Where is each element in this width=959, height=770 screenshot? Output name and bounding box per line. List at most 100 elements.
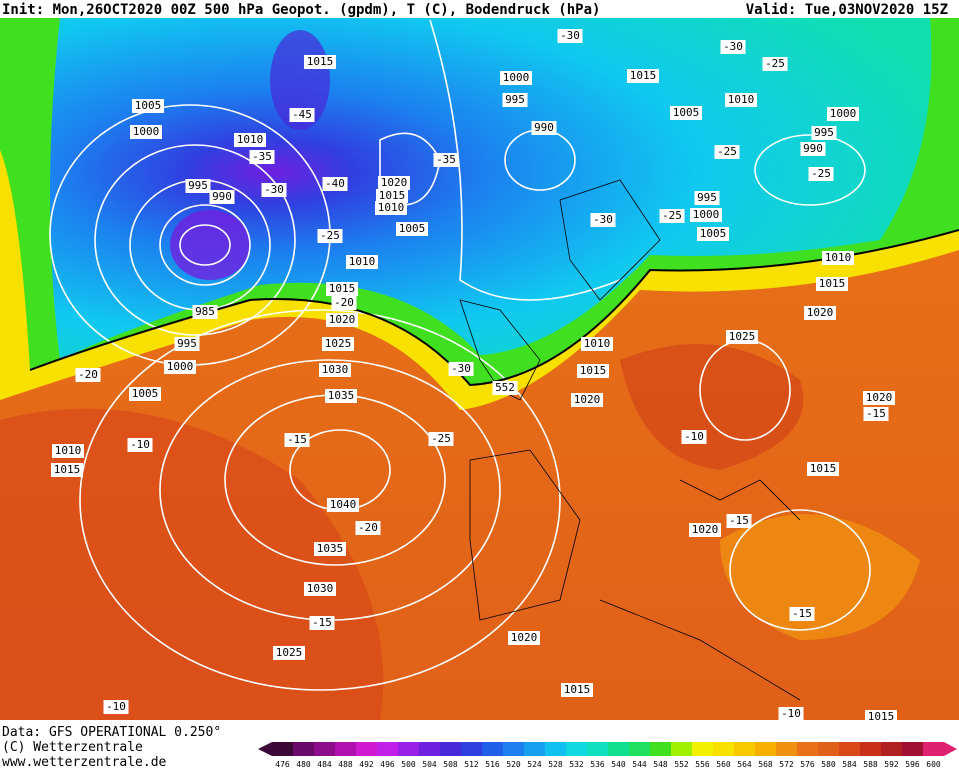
colorbar-swatch	[902, 742, 923, 756]
colorbar-label: 512	[464, 760, 479, 769]
label-box	[174, 337, 200, 351]
contour-label: 1000	[830, 107, 857, 120]
contour-label: 1030	[322, 363, 349, 376]
contour-label: -25	[811, 167, 831, 180]
colorbar-label: 596	[905, 760, 920, 769]
init-text: Init: Mon,26OCT2020 00Z 500 hPa Geopot. …	[2, 2, 600, 18]
contour-label: -25	[717, 145, 737, 158]
contour-label: -25	[320, 229, 340, 242]
label-box	[725, 93, 757, 107]
colorbar-label: 600	[926, 760, 941, 769]
colorbar-label: 572	[779, 760, 794, 769]
contour-label: 995	[697, 191, 717, 204]
label-box	[627, 69, 659, 83]
label-box	[261, 183, 287, 197]
low-core	[170, 210, 250, 280]
contour-label: 1010	[378, 201, 405, 214]
552-contour	[29, 229, 959, 387]
colorbar-label: 536	[590, 760, 605, 769]
map	[0, 18, 959, 720]
contour-label: 1025	[729, 330, 756, 343]
colorbar-swatch	[566, 742, 587, 756]
colorbar-label: 500	[401, 760, 416, 769]
contour-label: 1020	[807, 306, 834, 319]
colorbar-swatch	[293, 742, 314, 756]
contour-label: 552	[495, 381, 515, 394]
contour-label: 1000	[167, 360, 194, 373]
contour-label: 995	[814, 126, 834, 139]
contour-label: 995	[188, 179, 208, 192]
label-box	[428, 432, 454, 446]
colorbar-label: 516	[485, 760, 500, 769]
label-box	[433, 153, 459, 167]
contour-label: 1015	[379, 189, 406, 202]
contour-label: 1015	[329, 282, 356, 295]
label-box	[164, 360, 196, 374]
label-box	[697, 227, 729, 241]
colorbar-label: 544	[632, 760, 647, 769]
label-box	[714, 145, 740, 159]
label-box	[571, 393, 603, 407]
contour-label: 995	[177, 337, 197, 350]
contour-label: 1015	[810, 462, 837, 475]
label-box	[531, 121, 557, 135]
colorbar-swatch	[881, 742, 902, 756]
label-box	[331, 296, 357, 310]
label-box	[378, 176, 410, 190]
contour-label: 1025	[276, 646, 303, 659]
colorbar-label: 476	[275, 760, 290, 769]
contour-label: -30	[560, 29, 580, 42]
colorbar-label: 568	[758, 760, 773, 769]
colorbar-swatch	[923, 742, 944, 756]
contour-label: 1020	[381, 176, 408, 189]
label-box	[816, 277, 848, 291]
contour-label: 1005	[673, 106, 700, 119]
label-box	[322, 177, 348, 191]
colorbar-swatch	[545, 742, 566, 756]
colorbar-swatch	[419, 742, 440, 756]
label-box	[132, 99, 164, 113]
contour-label: -25	[431, 432, 451, 445]
label-box	[811, 126, 837, 140]
colorbar-label: 580	[821, 760, 836, 769]
contour-label: 1015	[580, 364, 607, 377]
label-box	[827, 107, 859, 121]
colorbar-label: 584	[842, 760, 857, 769]
label-box	[800, 142, 826, 156]
contour-label: 1020	[866, 391, 893, 404]
colorbar-label: 480	[296, 760, 311, 769]
colorbar-swatch	[377, 742, 398, 756]
colorbar-swatch	[629, 742, 650, 756]
contour-label: 1010	[349, 255, 376, 268]
label-box	[822, 251, 854, 265]
colorbar-swatch	[839, 742, 860, 756]
label-box	[681, 430, 707, 444]
contour-label: 1015	[819, 277, 846, 290]
label-box	[209, 190, 235, 204]
contour-label: 1015	[564, 683, 591, 696]
contour-label: -10	[781, 707, 801, 720]
colorbar-label: 496	[380, 760, 395, 769]
contour-label: -10	[684, 430, 704, 443]
colorbar-swatch	[734, 742, 755, 756]
label-box	[557, 29, 583, 43]
label-box	[376, 189, 408, 203]
label-box	[127, 438, 153, 452]
label-box	[326, 313, 358, 327]
label-box	[355, 521, 381, 535]
contour-label: 990	[534, 121, 554, 134]
colorbar-arrow-right	[944, 742, 957, 756]
contour-label: -10	[106, 700, 126, 713]
contour-label: 1035	[317, 542, 344, 555]
contour-label: 1020	[692, 523, 719, 536]
label-box	[326, 282, 358, 296]
contour-label: 1010	[584, 337, 611, 350]
contour-label: 1010	[237, 133, 264, 146]
colorbar-swatch	[356, 742, 377, 756]
contour-label: 1020	[574, 393, 601, 406]
contour-label: -30	[723, 40, 743, 53]
label-box	[234, 133, 266, 147]
colorbar-label: 564	[737, 760, 752, 769]
label-box	[192, 305, 218, 319]
